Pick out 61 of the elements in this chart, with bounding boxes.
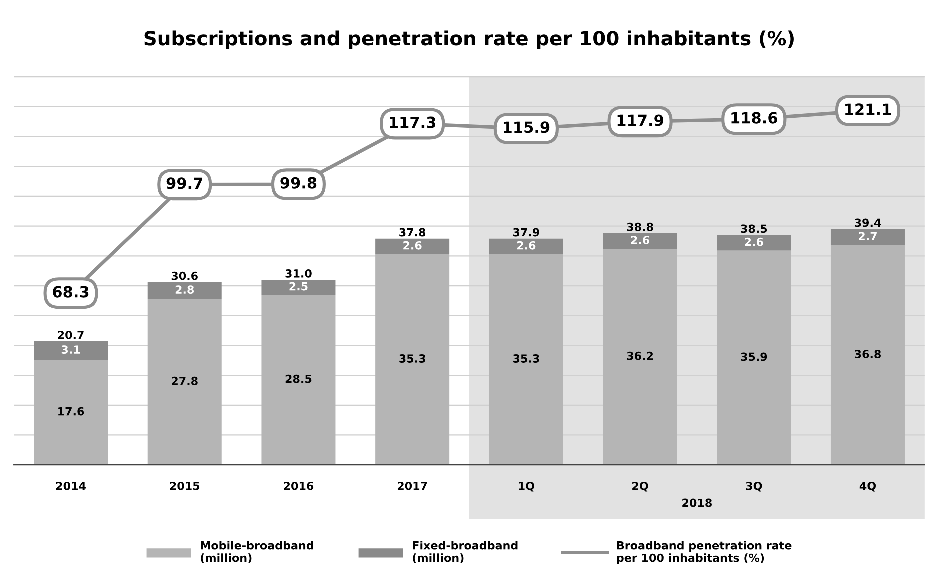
data-label: 17.6 [58,407,84,416]
legend-label: Broadband penetration rate per 100 inhabitants (%) [617,541,792,564]
legend-label: Fixed-broadband (million) [413,541,518,564]
total-label: 38.8 [627,222,654,232]
total-label: 39.4 [855,218,882,228]
data-label: 2.6 [404,241,422,250]
x-tick-label: 3Q [746,482,762,492]
data-label: 99.8 [280,177,317,189]
data-label: 3.1 [62,346,80,354]
total-label: 38.5 [741,224,768,234]
data-label: 117.3 [390,116,436,128]
bar [376,238,450,254]
bar [34,342,108,360]
data-label: 2.8 [176,286,194,294]
bar [603,233,678,249]
bar [489,254,564,466]
data-label: 35.9 [741,352,768,362]
data-label: 35.3 [513,354,540,363]
data-label: 27.8 [172,376,198,386]
bar [376,254,450,466]
bar [603,249,678,466]
data-label: 115.9 [504,122,550,134]
bar [717,235,792,251]
total-label: 37.8 [400,228,426,237]
x-tick-label: 2Q [632,482,648,492]
total-label: 30.6 [172,272,198,280]
x-tick-label: 1Q [519,482,534,492]
data-label: 2.6 [517,241,536,250]
x-tick-label: 2015 [170,482,200,490]
x-tick-label: 2016 [284,482,314,490]
x-tick-label: 2017 [398,482,428,490]
bar [830,245,905,466]
band-label: 2018 [682,498,712,508]
data-label: 68.3 [53,286,89,298]
data-label: 36.8 [855,350,882,358]
data-label: 117.9 [618,114,664,126]
chart-title: Subscriptions and penetration rate per 100 inhabitants (%) [144,30,794,50]
data-label: 2.5 [290,282,308,291]
total-label: 20.7 [58,330,84,340]
total-label: 31.0 [286,269,312,278]
data-label: 121.1 [846,104,892,115]
x-tick-label: 2014 [56,482,86,490]
bar [148,282,222,300]
bar [34,360,108,466]
data-label: 2.7 [859,232,877,240]
total-label: 37.9 [513,228,540,237]
data-label: 36.2 [627,352,654,360]
legend-label: Mobile-broadband (million) [201,541,314,564]
data-label: 2.6 [745,238,764,246]
data-label: 118.6 [732,112,778,124]
data-label: 35.3 [400,354,426,363]
bar [717,250,792,466]
data-label: 99.7 [166,178,202,190]
bar [262,280,336,295]
data-label: 28.5 [286,374,312,384]
bar [830,229,905,246]
bar [489,238,564,254]
bar [262,294,336,466]
data-label: 2.6 [631,236,650,244]
x-tick-label: 4Q [860,482,876,492]
bar [148,299,222,466]
